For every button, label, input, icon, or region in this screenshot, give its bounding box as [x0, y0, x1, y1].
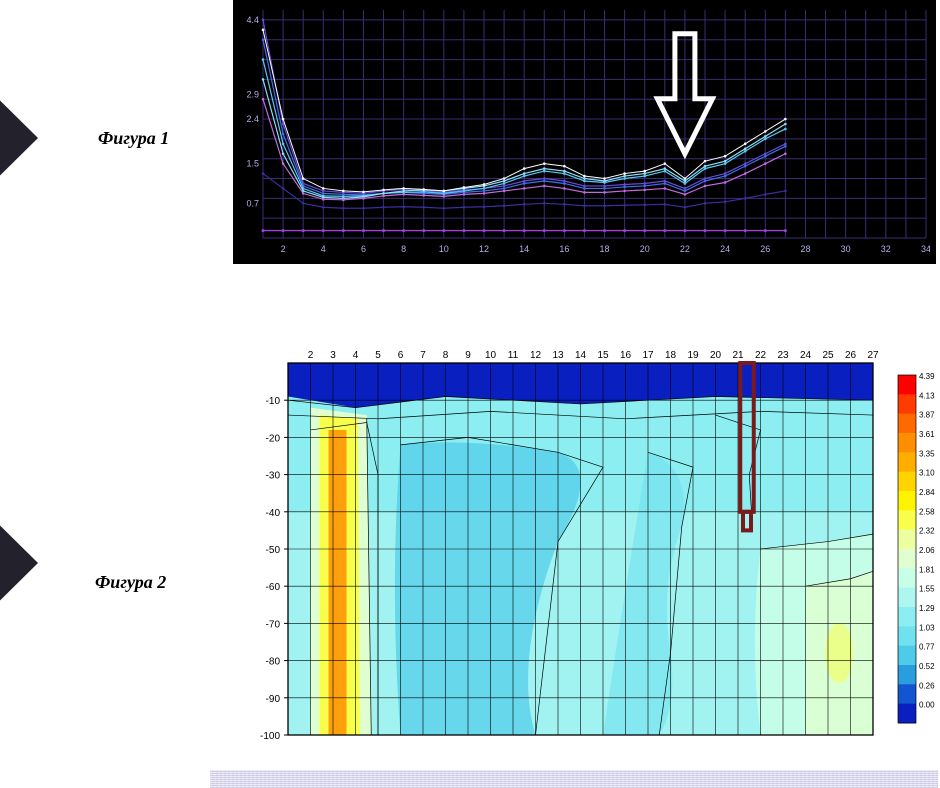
decorative-noise-strip	[210, 770, 938, 788]
svg-text:27: 27	[867, 350, 879, 361]
svg-text:9: 9	[465, 350, 471, 361]
svg-text:4.13: 4.13	[919, 391, 935, 400]
svg-text:1.03: 1.03	[919, 623, 935, 632]
svg-text:4: 4	[353, 350, 359, 361]
svg-text:0.52: 0.52	[919, 662, 935, 671]
svg-text:15: 15	[597, 350, 609, 361]
svg-text:-20: -20	[266, 433, 281, 444]
svg-text:2: 2	[281, 244, 286, 254]
svg-text:8: 8	[443, 350, 449, 361]
svg-text:34: 34	[921, 244, 930, 254]
svg-text:26: 26	[760, 244, 770, 254]
svg-text:13: 13	[552, 350, 564, 361]
svg-text:22: 22	[680, 244, 690, 254]
svg-text:23: 23	[777, 350, 789, 361]
svg-text:21: 21	[732, 350, 744, 361]
svg-text:-40: -40	[266, 508, 281, 519]
figure-2-label: Фигура 2	[95, 572, 166, 593]
svg-text:-10: -10	[266, 396, 281, 407]
svg-text:6: 6	[361, 244, 366, 254]
svg-text:-60: -60	[266, 582, 281, 593]
page: Фигура 1 Фигура 2 2468101214161820222426…	[0, 0, 940, 788]
svg-text:-100: -100	[260, 731, 280, 742]
svg-text:14: 14	[519, 244, 529, 254]
svg-text:5: 5	[375, 350, 381, 361]
svg-text:26: 26	[845, 350, 857, 361]
svg-text:12: 12	[530, 350, 542, 361]
svg-text:2.06: 2.06	[919, 546, 935, 555]
svg-text:-50: -50	[266, 545, 281, 556]
svg-text:0.7: 0.7	[246, 198, 259, 208]
svg-text:3.10: 3.10	[919, 469, 935, 478]
svg-text:-90: -90	[266, 694, 281, 705]
svg-text:10: 10	[439, 244, 449, 254]
svg-text:2.84: 2.84	[919, 488, 935, 497]
svg-text:1.29: 1.29	[919, 604, 935, 613]
svg-text:16: 16	[620, 350, 632, 361]
svg-text:24: 24	[800, 350, 812, 361]
svg-text:1.81: 1.81	[919, 565, 935, 574]
svg-text:2.32: 2.32	[919, 527, 935, 536]
svg-text:10: 10	[485, 350, 497, 361]
svg-text:-80: -80	[266, 657, 281, 668]
svg-text:19: 19	[687, 350, 699, 361]
svg-text:4.39: 4.39	[919, 372, 935, 381]
svg-text:4.4: 4.4	[246, 15, 259, 25]
svg-text:2: 2	[308, 350, 314, 361]
svg-text:17: 17	[642, 350, 654, 361]
svg-text:16: 16	[559, 244, 569, 254]
svg-text:6: 6	[398, 350, 404, 361]
decorative-triangle-2	[0, 488, 38, 638]
svg-text:0.26: 0.26	[919, 681, 935, 690]
svg-text:22: 22	[755, 350, 767, 361]
svg-text:7: 7	[420, 350, 426, 361]
svg-text:14: 14	[575, 350, 587, 361]
decorative-triangle-1	[0, 63, 38, 213]
svg-text:1.5: 1.5	[246, 159, 259, 169]
svg-text:3.61: 3.61	[919, 430, 935, 439]
svg-text:2.9: 2.9	[246, 89, 259, 99]
svg-text:4: 4	[321, 244, 326, 254]
svg-text:25: 25	[822, 350, 834, 361]
svg-text:0.00: 0.00	[919, 701, 935, 710]
figure-2-chart: 2345678910111213141516171819202122232425…	[233, 345, 936, 745]
svg-text:3.87: 3.87	[919, 411, 935, 420]
svg-text:12: 12	[479, 244, 489, 254]
svg-text:18: 18	[665, 350, 677, 361]
svg-text:20: 20	[640, 244, 650, 254]
svg-text:32: 32	[881, 244, 891, 254]
svg-text:3.35: 3.35	[919, 449, 935, 458]
svg-text:8: 8	[401, 244, 406, 254]
svg-text:24: 24	[720, 244, 730, 254]
svg-text:2.4: 2.4	[246, 114, 259, 124]
svg-text:-70: -70	[266, 619, 281, 630]
svg-text:30: 30	[841, 244, 851, 254]
svg-text:18: 18	[600, 244, 610, 254]
figure-1-chart: 2468101214161820222426283032340.71.52.42…	[233, 0, 936, 264]
svg-text:-30: -30	[266, 471, 281, 482]
svg-text:1.55: 1.55	[919, 585, 935, 594]
svg-text:20: 20	[710, 350, 722, 361]
svg-text:11: 11	[508, 350, 519, 361]
svg-text:3: 3	[330, 350, 336, 361]
figure-1-label: Фигура 1	[98, 128, 169, 149]
svg-text:28: 28	[800, 244, 810, 254]
svg-text:2.58: 2.58	[919, 507, 935, 516]
svg-text:0.77: 0.77	[919, 643, 935, 652]
